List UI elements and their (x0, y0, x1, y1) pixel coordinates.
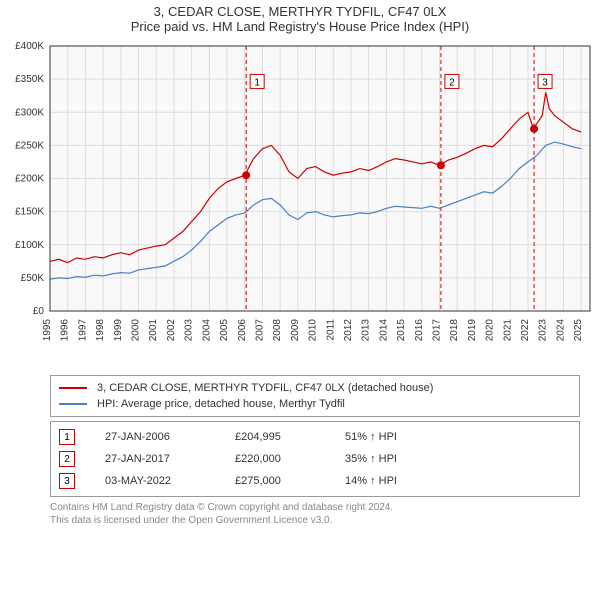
svg-text:2016: 2016 (414, 319, 425, 342)
legend-item: 3, CEDAR CLOSE, MERTHYR TYDFIL, CF47 0LX… (59, 380, 571, 396)
svg-text:£350K: £350K (15, 74, 44, 85)
svg-text:£0: £0 (33, 306, 45, 317)
svg-text:2001: 2001 (148, 319, 159, 342)
event-pct: 51% ↑ HPI (345, 431, 435, 443)
svg-text:2015: 2015 (396, 319, 407, 342)
legend-label: 3, CEDAR CLOSE, MERTHYR TYDFIL, CF47 0LX… (97, 382, 433, 394)
event-marker-box: 3 (59, 473, 75, 489)
footer: Contains HM Land Registry data © Crown c… (50, 501, 580, 527)
svg-text:2013: 2013 (361, 319, 372, 342)
event-marker-box: 1 (59, 429, 75, 445)
event-row: 3 03-MAY-2022 £275,000 14% ↑ HPI (59, 470, 571, 492)
svg-text:2008: 2008 (272, 319, 283, 342)
chart-svg: £0 £50K £100K £150K £200K £250K £300K £350K £400… (0, 36, 600, 366)
legend-label: HPI: Average price, detached house, Mert… (97, 398, 345, 410)
event-price: £275,000 (235, 475, 315, 487)
legend: 3, CEDAR CLOSE, MERTHYR TYDFIL, CF47 0LX… (50, 375, 580, 417)
events-table: 1 27-JAN-2006 £204,995 51% ↑ HPI 2 27-JAN-201… (50, 421, 580, 497)
svg-text:2000: 2000 (131, 319, 142, 342)
svg-text:3: 3 (542, 77, 548, 88)
event-pct: 14% ↑ HPI (345, 475, 435, 487)
svg-text:2010: 2010 (308, 319, 319, 342)
title-address: 3, CEDAR CLOSE, MERTHYR TYDFIL, CF47 0LX (0, 4, 600, 19)
event-pct: 35% ↑ HPI (345, 453, 435, 465)
svg-text:2019: 2019 (467, 319, 478, 342)
svg-text:2011: 2011 (325, 319, 336, 341)
svg-text:2: 2 (449, 77, 455, 88)
svg-text:£200K: £200K (15, 174, 44, 185)
svg-text:1996: 1996 (60, 319, 71, 342)
svg-text:2024: 2024 (555, 319, 566, 342)
legend-item: HPI: Average price, detached house, Mert… (59, 396, 571, 412)
svg-text:£150K: £150K (15, 207, 44, 218)
svg-text:2017: 2017 (432, 319, 443, 342)
svg-text:2025: 2025 (573, 319, 584, 342)
event-date: 27-JAN-2017 (105, 453, 205, 465)
svg-text:£400K: £400K (15, 41, 44, 52)
svg-text:£300K: £300K (15, 107, 44, 118)
svg-text:2006: 2006 (237, 319, 248, 342)
svg-text:2003: 2003 (184, 319, 195, 342)
svg-text:2004: 2004 (201, 319, 212, 342)
chart-area: £0 £50K £100K £150K £200K £250K £300K £350K £400… (0, 36, 600, 369)
svg-text:2023: 2023 (538, 319, 549, 342)
event-row: 2 27-JAN-2017 £220,000 35% ↑ HPI (59, 448, 571, 470)
event-row: 1 27-JAN-2006 £204,995 51% ↑ HPI (59, 426, 571, 448)
svg-text:2020: 2020 (485, 319, 496, 342)
event-price: £204,995 (235, 431, 315, 443)
svg-text:2014: 2014 (378, 319, 389, 342)
svg-text:1997: 1997 (77, 319, 88, 342)
svg-text:2022: 2022 (520, 319, 531, 342)
svg-text:£250K: £250K (15, 140, 44, 151)
svg-text:2009: 2009 (290, 319, 301, 342)
event-price: £220,000 (235, 453, 315, 465)
footer-line1: Contains HM Land Registry data © Crown c… (50, 501, 580, 514)
svg-text:2007: 2007 (254, 319, 265, 342)
svg-text:1995: 1995 (42, 319, 53, 342)
event-date: 03-MAY-2022 (105, 475, 205, 487)
legend-swatch (59, 387, 87, 389)
svg-text:£50K: £50K (21, 273, 45, 284)
event-marker-box: 2 (59, 451, 75, 467)
svg-text:2018: 2018 (449, 319, 460, 342)
footer-line2: This data is licensed under the Open Gov… (50, 514, 580, 527)
svg-text:2002: 2002 (166, 319, 177, 342)
svg-text:1: 1 (254, 77, 260, 88)
svg-text:2012: 2012 (343, 319, 354, 342)
svg-text:2021: 2021 (502, 319, 513, 342)
event-date: 27-JAN-2006 (105, 431, 205, 443)
legend-swatch (59, 403, 87, 405)
title-subtitle: Price paid vs. HM Land Registry's House … (0, 19, 600, 36)
svg-text:1998: 1998 (95, 319, 106, 342)
svg-text:1999: 1999 (113, 319, 124, 342)
svg-text:2005: 2005 (219, 319, 230, 342)
svg-text:£100K: £100K (15, 240, 44, 251)
